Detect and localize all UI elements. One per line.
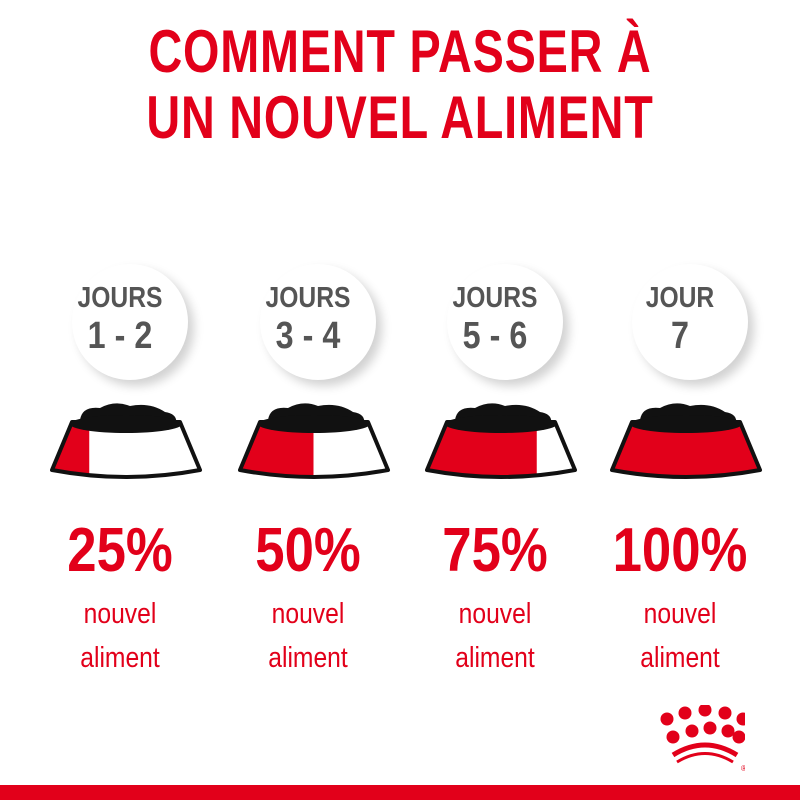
food-bowl-icon xyxy=(238,403,390,479)
label-line1: nouvel xyxy=(458,598,532,630)
day-circle xyxy=(447,264,563,380)
day-label: JOUR xyxy=(645,282,715,314)
svg-text:®: ® xyxy=(741,764,745,773)
label-line2: aliment xyxy=(640,642,720,674)
label-line1: nouvel xyxy=(271,598,345,630)
day-range: 7 xyxy=(671,315,689,357)
percent-value: 25% xyxy=(67,516,173,585)
day-label: JOURS xyxy=(452,282,538,314)
label-line2: aliment xyxy=(455,642,535,674)
label-line2: aliment xyxy=(268,642,348,674)
step-3: JOURS 5 - 6 75% nouvel aliment xyxy=(395,0,595,800)
day-range: 3 - 4 xyxy=(275,315,341,357)
percent-value: 100% xyxy=(612,516,748,585)
footer-bar xyxy=(0,785,800,800)
label-line2: aliment xyxy=(80,642,160,674)
percent-value: 75% xyxy=(442,516,548,585)
label-line1: nouvel xyxy=(83,598,157,630)
crown-logo: ® xyxy=(660,705,745,773)
food-bowl-icon xyxy=(610,403,762,479)
food-bowl-icon xyxy=(425,403,577,479)
day-label: JOURS xyxy=(77,282,163,314)
day-circle xyxy=(260,264,376,380)
step-1: JOURS 1 - 2 25% nouvel aliment xyxy=(20,0,220,800)
day-label: JOURS xyxy=(265,282,351,314)
day-range: 1 - 2 xyxy=(87,315,153,357)
food-bowl-icon xyxy=(50,403,202,479)
step-2: JOURS 3 - 4 50% nouvel aliment xyxy=(208,0,408,800)
percent-value: 50% xyxy=(255,516,361,585)
day-circle xyxy=(632,264,748,380)
step-4: JOUR 7 100% nouvel aliment xyxy=(580,0,780,800)
label-line1: nouvel xyxy=(643,598,717,630)
page-title-line2: UN NOUVEL ALIMENT xyxy=(146,84,654,151)
day-range: 5 - 6 xyxy=(462,315,528,357)
page-title-line1: COMMENT PASSER À xyxy=(148,18,652,85)
day-circle xyxy=(72,264,188,380)
